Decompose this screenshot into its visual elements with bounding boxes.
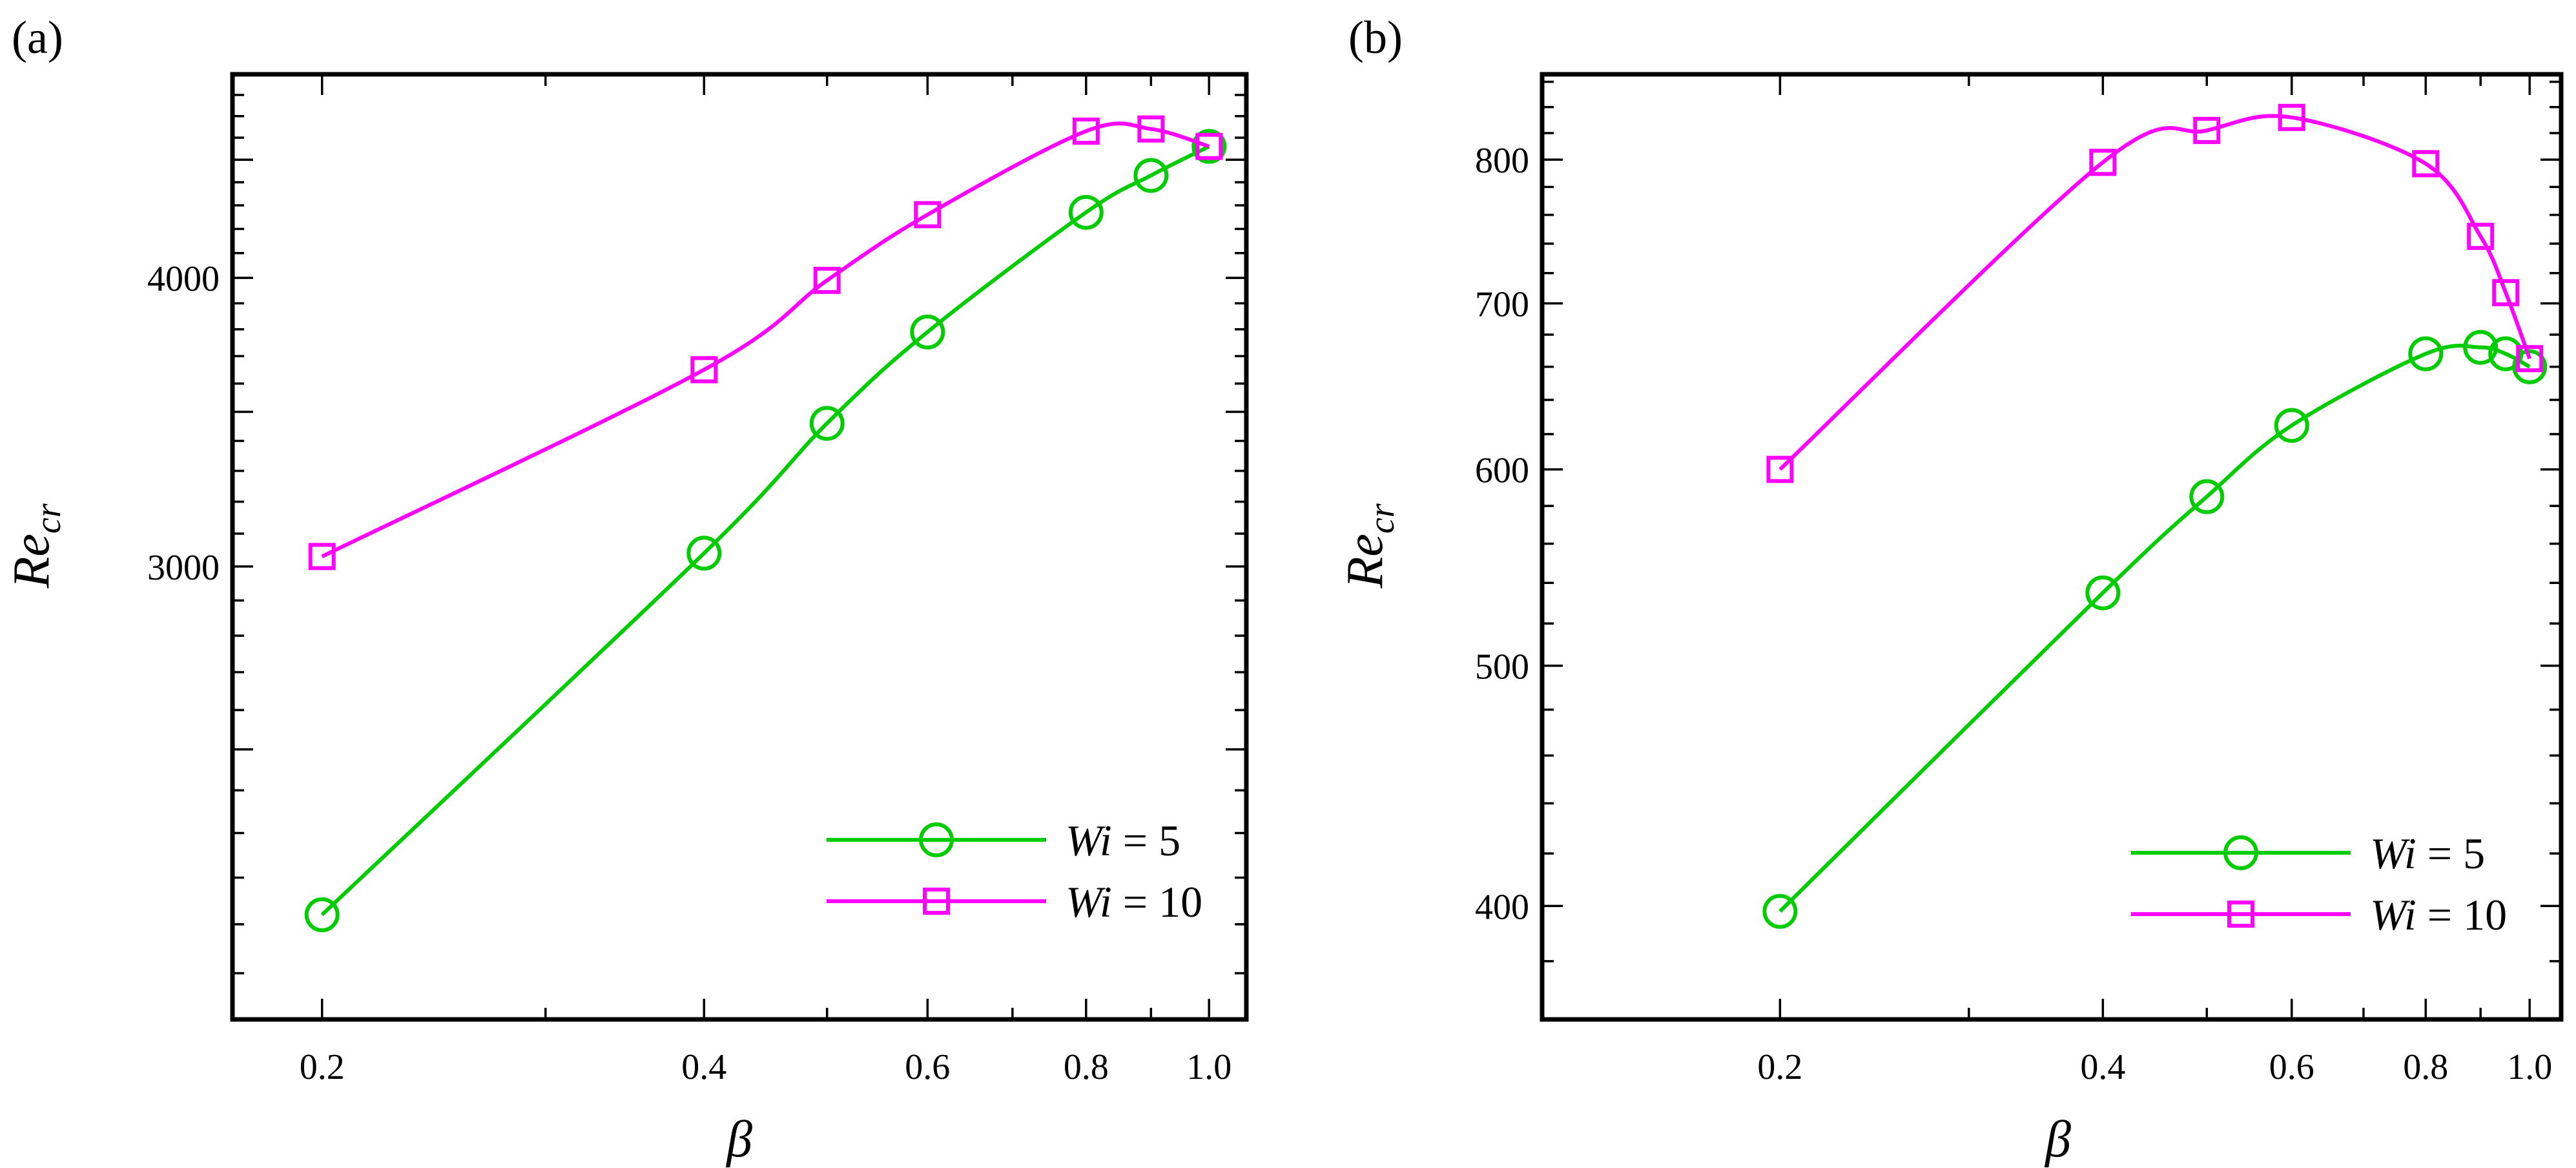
y-tick-label: 3000	[147, 548, 220, 588]
plot-frame	[1540, 72, 2564, 1022]
panel-b: (b) 0.2 0.4 0.6 0.8 1.0 400 500 600 700 800 β Recr Wi…	[1337, 12, 2564, 1168]
data-point	[2085, 575, 2121, 610]
data-point	[1072, 118, 1100, 145]
legend-marker	[2223, 835, 2258, 870]
data-point	[2189, 479, 2225, 514]
y-tick-label: 800	[1475, 141, 1529, 181]
data-point	[2516, 345, 2544, 373]
data-point	[914, 201, 942, 229]
series-line	[1778, 114, 2532, 471]
legend-label-variable: Wi	[2370, 890, 2416, 939]
x-tick-label: 0.6	[2269, 1047, 2314, 1087]
y-tick-label: 600	[1475, 451, 1529, 491]
legend-label-variable: Wi	[1066, 816, 1112, 865]
x-tick-label: 0.4	[2080, 1047, 2125, 1087]
data-point	[910, 314, 945, 349]
y-tick-label: 500	[1475, 647, 1529, 687]
y-tick-label: 700	[1475, 285, 1529, 325]
data-point	[2408, 336, 2444, 371]
legend-label: Wi = 5	[1066, 816, 1180, 865]
x-tick-label: 1.0	[2507, 1047, 2552, 1087]
series-line	[321, 121, 1210, 559]
legend-label: Wi = 10	[1066, 877, 1202, 926]
data-point	[304, 897, 340, 933]
panel-label: (b)	[1348, 12, 1403, 63]
legend-marker	[2227, 901, 2254, 928]
data-point	[686, 536, 722, 571]
data-point	[1195, 132, 1223, 160]
legend-label-variable: Wi	[1066, 877, 1112, 926]
data-point	[2278, 103, 2305, 131]
y-axis-label: Recr	[1337, 503, 1402, 589]
x-axis-label: β	[2044, 1111, 2071, 1168]
data-point	[2512, 349, 2548, 384]
x-tick-label: 1.0	[1186, 1047, 1231, 1087]
series-wi-5	[1762, 329, 2548, 929]
y-tick-label: 4000	[147, 259, 220, 299]
y-axis-label-subscript: cr	[1362, 503, 1402, 534]
legend-label-value: = 10	[1112, 877, 1202, 926]
data-point	[1191, 129, 1227, 164]
series-wi-10	[308, 115, 1223, 570]
x-tick-label: 0.4	[681, 1047, 726, 1087]
data-point	[2463, 329, 2499, 365]
data-point	[2089, 149, 2117, 176]
series-wi-10	[1766, 103, 2544, 483]
data-point	[1137, 115, 1165, 143]
legend-marker	[919, 822, 954, 857]
y-tick-label: 400	[1475, 887, 1529, 927]
data-point	[2412, 150, 2440, 178]
data-point	[308, 543, 336, 570]
y-axis-label-subscript: cr	[28, 503, 68, 534]
legend-label-variable: Wi	[2370, 829, 2416, 878]
data-point	[1766, 455, 1794, 483]
plot-frame	[230, 72, 1249, 1022]
data-point	[1133, 158, 1169, 193]
data-point	[1068, 194, 1104, 230]
panel-label: (a)	[12, 12, 63, 63]
data-point	[2193, 116, 2221, 144]
data-point	[690, 356, 718, 384]
y-axis-label-main: Re	[3, 534, 60, 589]
x-tick-label: 0.6	[905, 1047, 950, 1087]
series-line	[320, 145, 1210, 917]
axis-ticks	[1542, 74, 2561, 1021]
legend-label: Wi = 10	[2370, 890, 2507, 939]
x-tick-label: 0.2	[1757, 1047, 1802, 1087]
legend-marker	[923, 888, 950, 915]
axis-ticks	[232, 74, 1246, 1019]
series-wi-5	[304, 129, 1227, 933]
data-point	[2274, 408, 2309, 443]
legend: Wi = 5Wi = 10	[827, 816, 1202, 926]
legend-label-value: = 5	[2416, 829, 2485, 878]
x-tick-label: 0.2	[300, 1047, 345, 1087]
data-point	[809, 406, 845, 441]
y-axis-label-main: Re	[1337, 534, 1394, 589]
legend-label: Wi = 5	[2370, 829, 2485, 878]
data-point	[813, 267, 841, 295]
data-point	[1762, 893, 1798, 929]
legend: Wi = 5Wi = 10	[2131, 829, 2507, 939]
data-point	[2467, 222, 2495, 250]
x-tick-label: 0.8	[1064, 1047, 1109, 1087]
y-axis-label: Recr	[3, 503, 68, 589]
data-point	[2492, 279, 2520, 307]
x-tick-label: 0.8	[2403, 1047, 2448, 1087]
series-line	[1778, 344, 2531, 913]
legend-label-value: = 10	[2416, 890, 2507, 939]
x-axis-label: β	[725, 1111, 752, 1168]
legend-label-value: = 5	[1112, 816, 1180, 865]
